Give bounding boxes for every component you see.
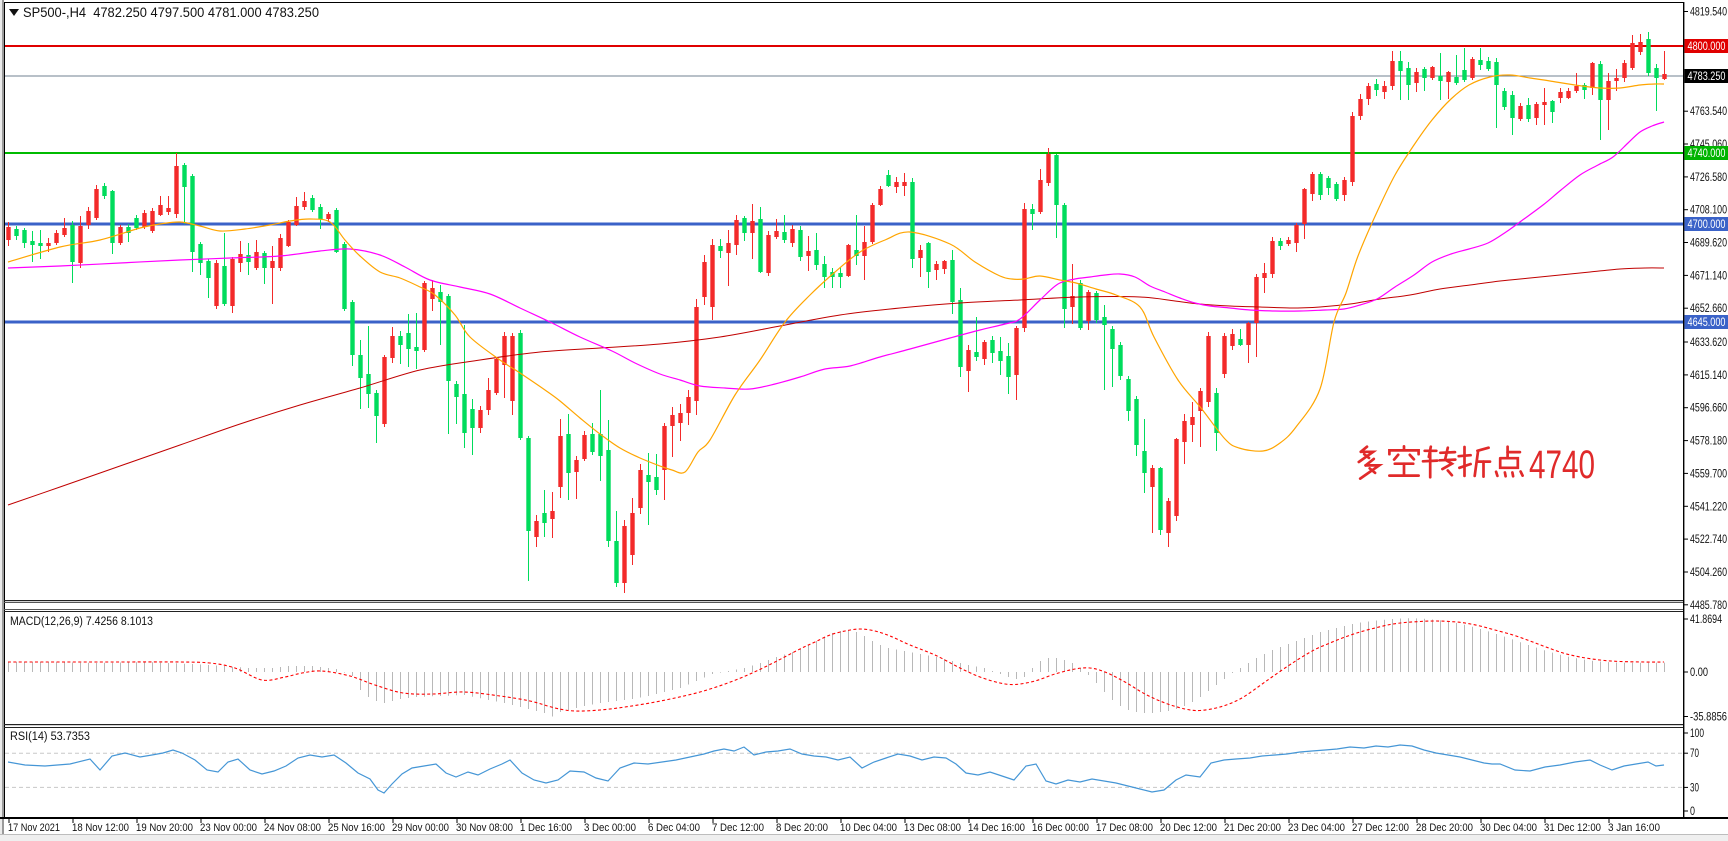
svg-text:27 Dec 12:00: 27 Dec 12:00 [1352,822,1409,834]
svg-text:4615.140: 4615.140 [1690,370,1727,382]
svg-text:1 Dec 16:00: 1 Dec 16:00 [520,822,572,834]
svg-text:MACD(12,26,9) 7.4256 8.1013: MACD(12,26,9) 7.4256 8.1013 [10,616,153,628]
svg-text:4726.580: 4726.580 [1690,172,1727,184]
svg-text:4522.740: 4522.740 [1690,534,1727,546]
svg-text:30 Nov 08:00: 30 Nov 08:00 [456,822,513,834]
svg-text:13 Dec 08:00: 13 Dec 08:00 [904,822,961,834]
svg-text:25 Nov 16:00: 25 Nov 16:00 [328,822,385,834]
svg-text:10 Dec 04:00: 10 Dec 04:00 [840,822,897,834]
svg-text:4800.000: 4800.000 [1688,41,1726,53]
svg-text:4783.250: 4783.250 [1688,71,1726,83]
svg-text:4689.620: 4689.620 [1690,238,1727,250]
svg-text:21 Dec 20:00: 21 Dec 20:00 [1224,822,1281,834]
svg-text:18 Nov 12:00: 18 Nov 12:00 [72,822,129,834]
svg-text:4596.660: 4596.660 [1690,403,1727,415]
svg-text:4740: 4740 [1529,443,1595,487]
svg-text:14 Dec 16:00: 14 Dec 16:00 [968,822,1025,834]
svg-text:0: 0 [1690,806,1695,818]
svg-text:-35.8856: -35.8856 [1690,712,1727,724]
svg-text:4504.260: 4504.260 [1690,567,1727,579]
svg-text:RSI(14) 53.7353: RSI(14) 53.7353 [10,731,90,743]
svg-text:17 Nov 2021: 17 Nov 2021 [8,822,60,834]
svg-text:4559.700: 4559.700 [1690,468,1727,480]
svg-text:7 Dec 12:00: 7 Dec 12:00 [712,822,764,834]
svg-text:4541.220: 4541.220 [1690,501,1727,513]
svg-text:4740.000: 4740.000 [1688,148,1726,160]
svg-text:4708.100: 4708.100 [1690,205,1727,217]
svg-text:17 Dec 08:00: 17 Dec 08:00 [1096,822,1153,834]
svg-text:4633.620: 4633.620 [1690,337,1727,349]
svg-text:100: 100 [1690,728,1704,740]
svg-text:23 Nov 00:00: 23 Nov 00:00 [200,822,257,834]
svg-text:4700.000: 4700.000 [1688,219,1726,231]
svg-text:3 Jan 16:00: 3 Jan 16:00 [1608,822,1660,834]
svg-text:4485.780: 4485.780 [1690,600,1727,612]
svg-text:24 Nov 08:00: 24 Nov 08:00 [264,822,321,834]
svg-text:30: 30 [1690,782,1699,794]
svg-text:SP500-,H4 4782.250 4797.500 4: SP500-,H4 4782.250 4797.500 4781.000 478… [23,5,319,20]
svg-text:31 Dec 12:00: 31 Dec 12:00 [1544,822,1601,834]
svg-text:4652.660: 4652.660 [1690,303,1727,315]
svg-text:29 Nov 00:00: 29 Nov 00:00 [392,822,449,834]
svg-text:4645.000: 4645.000 [1688,317,1726,329]
svg-text:23 Dec 04:00: 23 Dec 04:00 [1288,822,1345,834]
svg-text:4763.540: 4763.540 [1690,106,1727,118]
svg-text:8 Dec 20:00: 8 Dec 20:00 [776,822,828,834]
svg-text:4819.540: 4819.540 [1690,7,1727,19]
svg-text:4671.140: 4671.140 [1690,270,1727,282]
svg-text:0.00: 0.00 [1690,667,1708,679]
svg-text:6 Dec 04:00: 6 Dec 04:00 [648,822,700,834]
svg-text:16 Dec 00:00: 16 Dec 00:00 [1032,822,1089,834]
svg-text:30 Dec 04:00: 30 Dec 04:00 [1480,822,1537,834]
svg-text:70: 70 [1690,748,1699,760]
svg-text:4578.180: 4578.180 [1690,436,1727,448]
svg-text:19 Nov 20:00: 19 Nov 20:00 [136,822,193,834]
svg-text:41.8694: 41.8694 [1690,614,1722,626]
svg-text:28 Dec 20:00: 28 Dec 20:00 [1416,822,1473,834]
svg-text:3 Dec 00:00: 3 Dec 00:00 [584,822,636,834]
svg-text:20 Dec 12:00: 20 Dec 12:00 [1160,822,1217,834]
